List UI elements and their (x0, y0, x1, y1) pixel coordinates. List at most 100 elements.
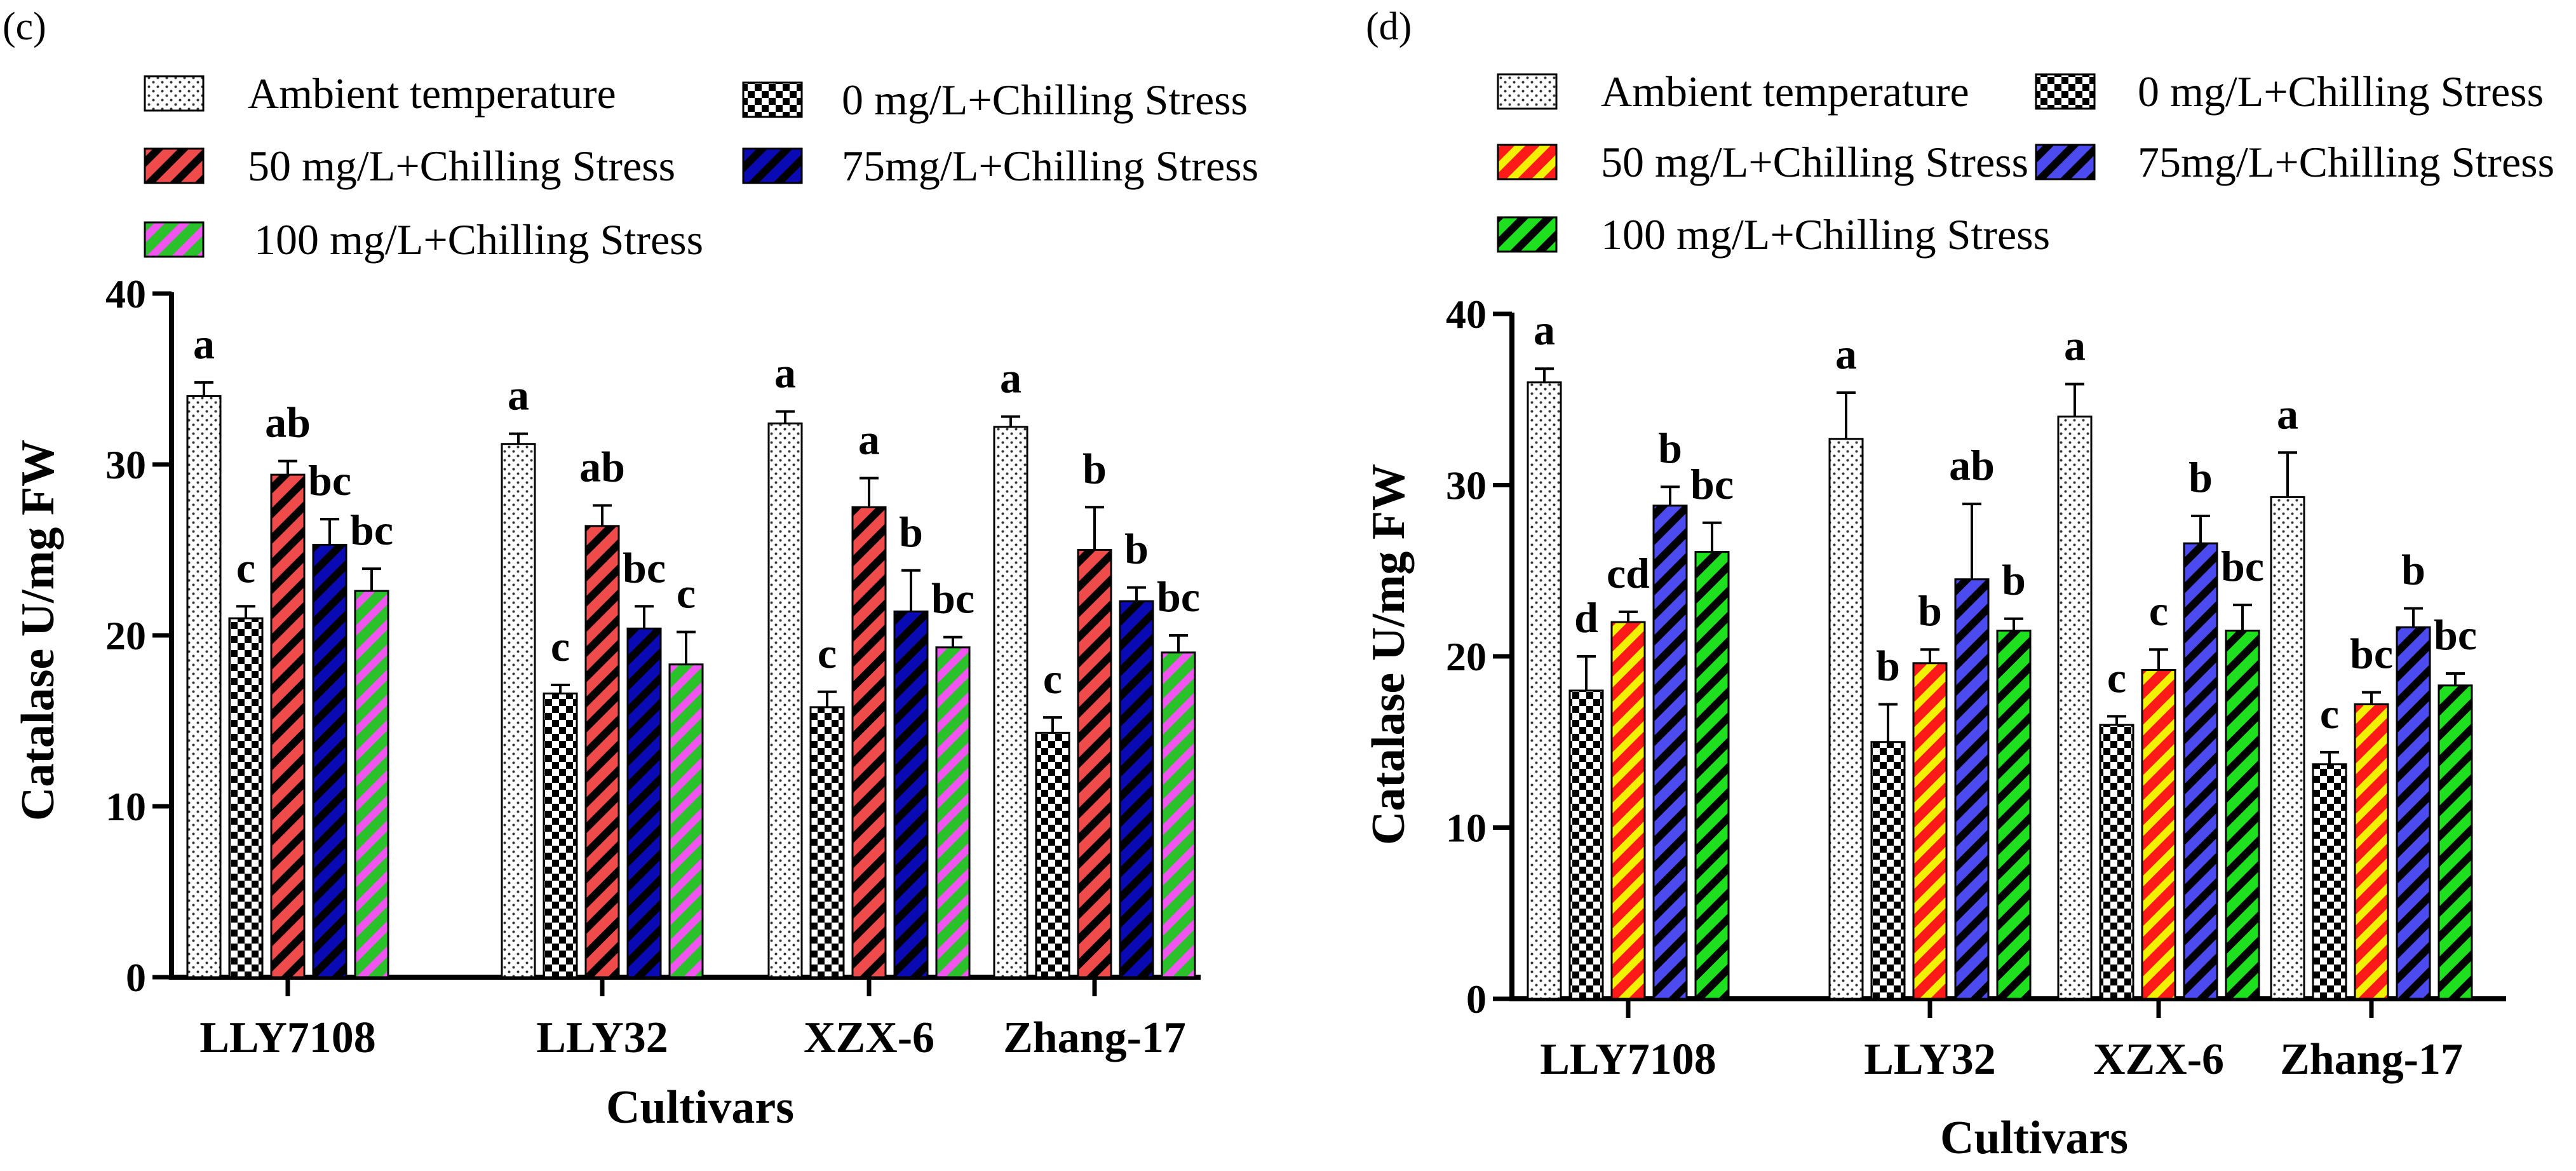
significance-label: c (236, 543, 255, 592)
significance-label: bc (931, 574, 974, 623)
bar-100-mg-l-chilling-stress-xzx-6 (935, 646, 971, 978)
bar-50-mg-l-chilling-stress-zhang-17 (1077, 549, 1112, 978)
significance-label: c (2149, 586, 2168, 635)
y-tick-label: 0 (1466, 977, 1487, 1022)
category-label-xzx-6: XZX-6 (2093, 1035, 2224, 1084)
legend-swatch-100-mg-l-chilling-stress (144, 221, 205, 258)
legend-swatch-50-mg-l-chilling-stress (1497, 144, 1558, 180)
y-tick-label: 30 (105, 442, 146, 487)
significance-label: a (193, 320, 215, 368)
significance-label: a (858, 416, 880, 464)
bar-0-mg-l-chilling-stress-lly32 (543, 692, 578, 978)
bar-75mg-l-chilling-stress-zhang-17 (2396, 626, 2431, 1000)
legend-label-100-mg-l-chilling-stress: 100 mg/L+Chilling Stress (254, 215, 703, 264)
significance-label: c (2320, 689, 2339, 738)
significance-label: b (2188, 453, 2213, 501)
panel-label: (d) (1366, 5, 1412, 48)
legend-label-0-mg-l-chilling-stress: 0 mg/L+Chilling Stress (842, 76, 1248, 124)
significance-label: b (1124, 525, 1149, 573)
legend-label-ambient-temperature: Ambient temperature (1601, 67, 1969, 116)
y-tick-label: 20 (105, 613, 146, 658)
significance-label: b (1658, 424, 1682, 472)
significance-label: c (551, 622, 570, 670)
bar-75mg-l-chilling-stress-lly7108 (1652, 504, 1688, 1000)
bar-50-mg-l-chilling-stress-xzx-6 (2141, 669, 2176, 1000)
legend: Ambient temperature 0 mg/L+Chilling Stres… (1497, 67, 2554, 259)
y-tick-label: 0 (126, 955, 146, 1000)
bar-75mg-l-chilling-stress-zhang-17 (1119, 600, 1154, 978)
bar-ambient-temperature-xzx-6 (767, 422, 803, 978)
legend-swatch-ambient-temperature (1497, 73, 1558, 110)
significance-label: bc (350, 506, 393, 554)
legend-label-75mg-l-chilling-stress: 75mg/L+Chilling Stress (2138, 138, 2554, 186)
y-tick-label: 40 (1446, 292, 1487, 337)
bar-0-mg-l-chilling-stress-zhang-17 (1035, 731, 1070, 978)
significance-label: bc (1690, 460, 1734, 508)
bar-0-mg-l-chilling-stress-lly7108 (228, 617, 264, 978)
legend-label-ambient-temperature: Ambient temperature (248, 69, 616, 118)
legend: Ambient temperature 0 mg/L+Chilling Stres… (144, 69, 1258, 264)
significance-label: a (508, 371, 529, 419)
legend-swatch-50-mg-l-chilling-stress (144, 147, 205, 184)
significance-label: bc (2350, 630, 2393, 678)
panel-c: (c) Ambient temperature 0 mg/L+Chilling S… (3, 5, 1258, 1134)
bar-0-mg-l-chilling-stress-xzx-6 (809, 706, 845, 978)
bar-100-mg-l-chilling-stress-zhang-17 (1161, 651, 1196, 978)
legend-label-0-mg-l-chilling-stress: 0 mg/L+Chilling Stress (2138, 67, 2544, 116)
legend-swatch-75mg-l-chilling-stress (742, 147, 803, 184)
significance-label: ab (265, 398, 311, 447)
bar-50-mg-l-chilling-stress-xzx-6 (851, 506, 887, 978)
significance-label: b (1082, 444, 1107, 492)
bar-75mg-l-chilling-stress-lly7108 (312, 543, 347, 978)
bar-50-mg-l-chilling-stress-lly32 (584, 525, 620, 978)
bar-100-mg-l-chilling-stress-zhang-17 (2438, 684, 2473, 1000)
legend-swatch-ambient-temperature (144, 75, 205, 112)
significance-label: cd (1607, 549, 1650, 597)
significance-label: bc (2221, 542, 2264, 590)
bar-100-mg-l-chilling-stress-lly32 (1996, 630, 2032, 1000)
y-axis-title: Catalase U/mg FW (12, 440, 64, 821)
bar-100-mg-l-chilling-stress-lly32 (668, 663, 704, 978)
significance-label: c (818, 629, 837, 677)
bar-ambient-temperature-xzx-6 (2057, 416, 2093, 1000)
x-axis-title: Cultivars (1940, 1112, 2128, 1164)
significance-label: c (2107, 653, 2126, 701)
bar-50-mg-l-chilling-stress-lly32 (1912, 662, 1948, 1000)
legend-label-50-mg-l-chilling-stress: 50 mg/L+Chilling Stress (248, 142, 675, 190)
y-tick-label: 20 (1446, 634, 1487, 679)
significance-label: ab (579, 443, 625, 491)
significance-label: bc (2434, 611, 2477, 659)
significance-label: b (2002, 556, 2026, 604)
bar-0-mg-l-chilling-stress-zhang-17 (2312, 763, 2347, 1000)
category-label-lly7108: LLY7108 (199, 1013, 376, 1062)
legend-swatch-100-mg-l-chilling-stress (1497, 216, 1558, 253)
bar-50-mg-l-chilling-stress-lly7108 (270, 473, 306, 978)
significance-label: a (774, 349, 796, 397)
significance-label: a (1835, 330, 1857, 378)
y-tick-label: 30 (1446, 463, 1487, 508)
bar-75mg-l-chilling-stress-xzx-6 (893, 610, 929, 978)
significance-label: a (2277, 389, 2298, 438)
category-label-lly32: LLY32 (1864, 1035, 1996, 1084)
significance-label: c (677, 569, 696, 618)
x-axis-title: Cultivars (606, 1081, 794, 1134)
significance-label: b (2401, 546, 2425, 594)
significance-label: bc (308, 456, 351, 504)
y-axis-title: Catalase U/mg FW (1363, 464, 1415, 845)
bar-75mg-l-chilling-stress-lly32 (1954, 578, 1990, 1000)
legend-label-75mg-l-chilling-stress: 75mg/L+Chilling Stress (842, 142, 1258, 190)
significance-label: b (1918, 586, 1942, 635)
bar-ambient-temperature-lly7108 (1527, 381, 1562, 1000)
legend-swatch-0-mg-l-chilling-stress (2035, 73, 2096, 110)
bar-ambient-temperature-zhang-17 (2270, 496, 2305, 1000)
bar-0-mg-l-chilling-stress-xzx-6 (2099, 724, 2134, 1000)
bar-75mg-l-chilling-stress-lly32 (626, 627, 662, 978)
significance-label: a (1534, 306, 1555, 354)
significance-label: bc (1157, 572, 1200, 621)
legend-label-100-mg-l-chilling-stress: 100 mg/L+Chilling Stress (1601, 210, 2050, 259)
category-label-zhang-17: Zhang-17 (2280, 1035, 2463, 1084)
significance-label: ab (1949, 441, 1995, 489)
